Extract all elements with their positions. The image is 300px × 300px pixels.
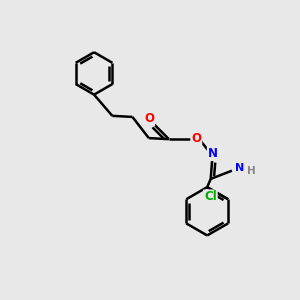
Text: N: N xyxy=(235,163,244,173)
Text: O: O xyxy=(191,132,201,145)
Text: N: N xyxy=(208,147,218,160)
Text: Cl: Cl xyxy=(204,190,217,203)
Text: O: O xyxy=(144,112,154,125)
Text: H: H xyxy=(247,166,255,176)
